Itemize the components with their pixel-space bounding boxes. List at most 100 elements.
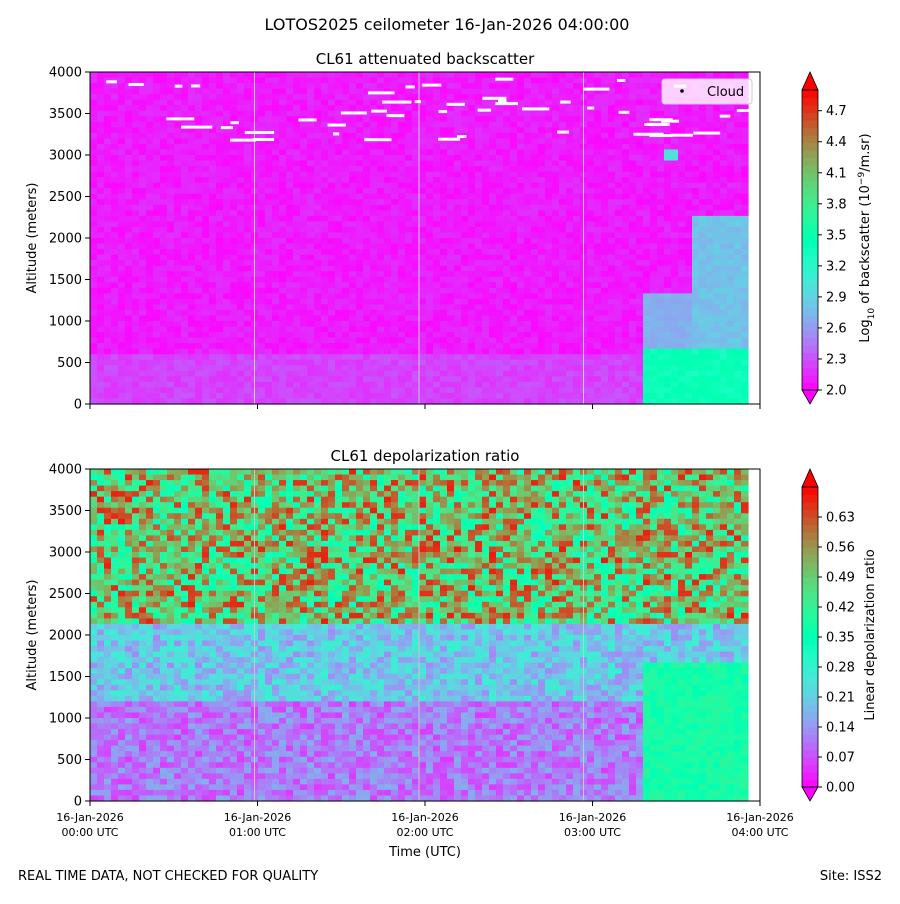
backscatter-cell [496, 182, 504, 189]
backscatter-cell [489, 160, 497, 167]
backscatter-cell [307, 77, 315, 84]
backscatter-cell [363, 232, 371, 239]
backscatter-cell [573, 99, 581, 106]
backscatter-cell [111, 376, 119, 383]
backscatter-cell [405, 309, 413, 317]
backscatter-cell [559, 132, 567, 139]
backscatter-cell [412, 105, 420, 112]
backscatter-cell [601, 282, 609, 289]
backscatter-cell [489, 387, 497, 394]
backscatter-cell [216, 83, 224, 90]
backscatter-cell [594, 276, 602, 283]
backscatter-cell [517, 376, 525, 383]
backscatter-cell [510, 188, 518, 195]
backscatter-cell [398, 72, 406, 79]
backscatter-cell [391, 343, 399, 350]
backscatter-cell [223, 105, 231, 112]
backscatter-cell [300, 304, 308, 311]
backscatter-cell [559, 177, 567, 184]
backscatter-cell [314, 221, 322, 228]
backscatter-cell [202, 143, 210, 151]
backscatter-cell [552, 149, 560, 156]
backscatter-cell [636, 392, 644, 400]
backscatter-cell [398, 332, 406, 339]
backscatter-cell [209, 77, 217, 84]
backscatter-cell [412, 110, 420, 117]
backscatter-cell [209, 343, 217, 350]
backscatter-cell [223, 381, 231, 388]
backscatter-cell [188, 77, 196, 84]
backscatter-cell [566, 127, 574, 134]
backscatter-cell [321, 215, 329, 222]
backscatter-cell [111, 265, 119, 272]
backscatter-cell [90, 188, 98, 195]
backscatter-cell [496, 193, 504, 200]
backscatter-cell [426, 332, 434, 339]
backscatter-cell [328, 348, 336, 355]
backscatter-cell [559, 143, 567, 151]
backscatter-cell [307, 265, 315, 272]
backscatter-cell [97, 271, 105, 278]
backscatter-cell [258, 321, 266, 328]
backscatter-cell [503, 121, 511, 128]
backscatter-cell [482, 343, 490, 350]
backscatter-cell [146, 155, 154, 162]
backscatter-cell [650, 315, 658, 322]
backscatter-cell [482, 232, 490, 239]
backscatter-cell [468, 309, 476, 317]
backscatter-cell [503, 370, 511, 377]
backscatter-cell [174, 221, 182, 228]
backscatter-cell [426, 199, 434, 206]
backscatter-cell [258, 276, 266, 283]
backscatter-cell [377, 171, 385, 178]
backscatter-cell [188, 221, 196, 228]
backscatter-cell [636, 243, 644, 250]
backscatter-cell [573, 110, 581, 117]
backscatter-cell [258, 392, 266, 400]
backscatter-cell [461, 121, 469, 128]
backscatter-cell [132, 370, 140, 377]
backscatter-cell [146, 271, 154, 278]
backscatter-cell [629, 94, 637, 101]
backscatter-cell [104, 188, 112, 195]
backscatter-cell [265, 204, 273, 211]
backscatter-cell [503, 166, 511, 173]
backscatter-cell [160, 99, 168, 106]
backscatter-cell [405, 293, 413, 300]
backscatter-cell [426, 160, 434, 167]
backscatter-cell [412, 321, 420, 328]
backscatter-cell [307, 337, 315, 344]
backscatter-cell [223, 155, 231, 162]
backscatter-cell [279, 271, 287, 278]
backscatter-cell [489, 282, 497, 289]
backscatter-cell [265, 365, 273, 372]
backscatter-cell [489, 204, 497, 211]
backscatter-cell [307, 293, 315, 300]
backscatter-cell [531, 88, 539, 95]
backscatter-cell [496, 138, 504, 145]
backscatter-cell [636, 304, 644, 311]
backscatter-cell [531, 304, 539, 311]
backscatter-cell [286, 359, 294, 366]
backscatter-cell [356, 72, 364, 79]
backscatter-cell [587, 99, 595, 106]
backscatter-cell [286, 199, 294, 206]
backscatter-cell [223, 149, 231, 156]
backscatter-cell [342, 348, 350, 355]
backscatter-cell [321, 249, 329, 256]
backscatter-cell [307, 132, 315, 139]
backscatter-cell [398, 243, 406, 250]
backscatter-cell [664, 282, 672, 289]
backscatter-cell [475, 392, 483, 400]
backscatter-cell [111, 132, 119, 139]
backscatter-cell [307, 243, 315, 250]
backscatter-cell [272, 249, 280, 256]
backscatter-cell [643, 127, 651, 134]
backscatter-cell [524, 204, 532, 211]
backscatter-cell [601, 392, 609, 400]
backscatter-cell [167, 110, 175, 117]
backscatter-cell [545, 348, 553, 355]
backscatter-cell [356, 105, 364, 112]
backscatter-cell [188, 326, 196, 333]
backscatter-cell [272, 88, 280, 95]
